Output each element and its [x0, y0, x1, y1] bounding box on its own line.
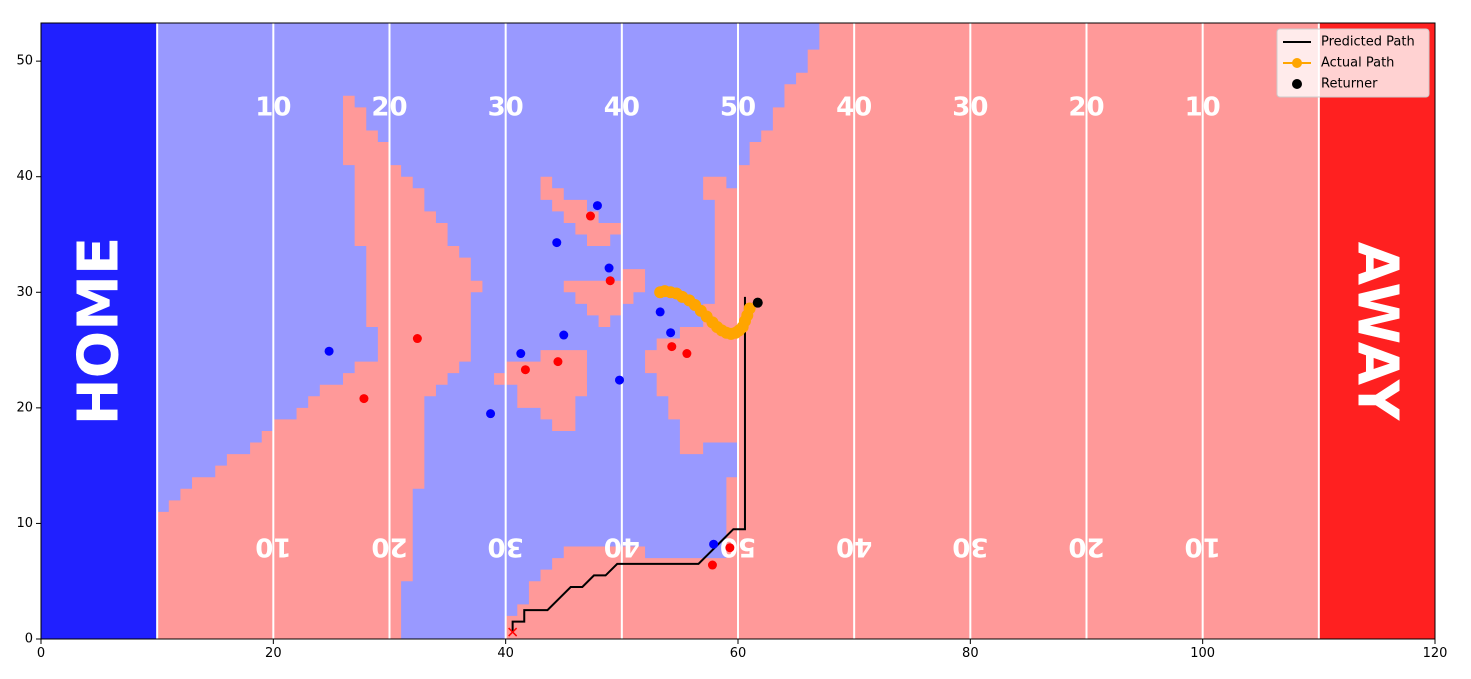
away-player-point: [412, 334, 422, 344]
x-axis: 0 20 40 60 80 100 120: [37, 639, 1448, 661]
legend-label: Actual Path: [1321, 56, 1394, 71]
x-tick-label: 100: [1190, 646, 1215, 661]
x-tick-label: 80: [962, 646, 979, 661]
home-player-point: [709, 539, 719, 549]
legend-marker-swatch: [1292, 58, 1302, 68]
yard-number-top: 50: [720, 92, 756, 122]
away-player-point: [667, 342, 677, 352]
start-x-marker: [508, 627, 518, 637]
yard-number-top: 20: [1068, 92, 1104, 122]
legend-label: Predicted Path: [1321, 35, 1415, 50]
home-endzone-label: HOME: [67, 237, 132, 425]
away-region: [41, 95, 483, 639]
actual-path-point: [743, 302, 756, 315]
away-endzone-label: AWAY: [1344, 242, 1409, 422]
home-player-point: [666, 328, 676, 338]
home-player-point: [324, 346, 334, 356]
legend-marker-swatch: [1292, 79, 1302, 89]
x-tick-label: 0: [37, 646, 45, 661]
x-tick-label: 60: [730, 646, 747, 661]
legend: Predicted Path Actual Path Returner: [1276, 28, 1430, 98]
yard-number-top: 40: [604, 92, 640, 122]
home-player-point: [592, 201, 602, 211]
yard-number-bottom: 40: [604, 532, 640, 562]
yard-number-top: 40: [836, 92, 872, 122]
yard-number-bottom: 10: [255, 532, 291, 562]
away-endzone: [1318, 23, 1435, 639]
yard-number-top: 30: [488, 92, 524, 122]
away-player-point: [725, 543, 735, 553]
x-tick-label: 120: [1423, 646, 1448, 661]
away-region: [494, 350, 587, 431]
away-player-point: [585, 211, 595, 221]
away-player-point: [605, 276, 615, 286]
y-tick-label: 50: [16, 54, 33, 69]
series-layer: [324, 201, 763, 637]
away-player-point: [707, 560, 717, 570]
x-tick-label: 40: [497, 646, 514, 661]
yard-number-bottom: 30: [952, 532, 988, 562]
yard-number-top: 10: [1185, 92, 1221, 122]
home-player-point: [559, 330, 569, 340]
home-player-point: [552, 238, 562, 248]
home-endzone: [41, 23, 158, 639]
home-player-point: [655, 307, 665, 317]
legend-label: Returner: [1321, 77, 1378, 92]
yard-number-bottom: 10: [1185, 532, 1221, 562]
predicted-path-line: [511, 296, 746, 633]
y-tick-label: 40: [16, 169, 33, 184]
away-region: [540, 176, 622, 247]
x-tick-label: 20: [265, 646, 282, 661]
yard-number-top: 20: [371, 92, 407, 122]
yard-number-bottom: 30: [488, 532, 524, 562]
away-player-point: [682, 349, 692, 359]
returner-point: [752, 297, 763, 308]
y-axis: 0 10 20 30 40 50: [16, 54, 41, 647]
yard-number-bottom: 20: [1068, 532, 1104, 562]
away-player-point: [553, 357, 563, 367]
yard-number-bottom: 40: [836, 532, 872, 562]
y-tick-label: 20: [16, 400, 33, 415]
home-player-point: [604, 263, 614, 273]
yard-number-top: 30: [952, 92, 988, 122]
yard-number-bottom: 20: [371, 532, 407, 562]
yard-number-top: 10: [255, 92, 291, 122]
y-tick-label: 30: [16, 285, 33, 300]
home-player-point: [486, 409, 496, 419]
away-player-point: [359, 394, 369, 404]
home-player-point: [615, 375, 625, 385]
y-tick-label: 0: [25, 632, 33, 647]
home-player-point: [516, 349, 526, 359]
legend-box: [1276, 28, 1430, 98]
y-tick-label: 10: [16, 516, 33, 531]
away-player-point: [520, 365, 530, 375]
away-region: [563, 269, 646, 327]
